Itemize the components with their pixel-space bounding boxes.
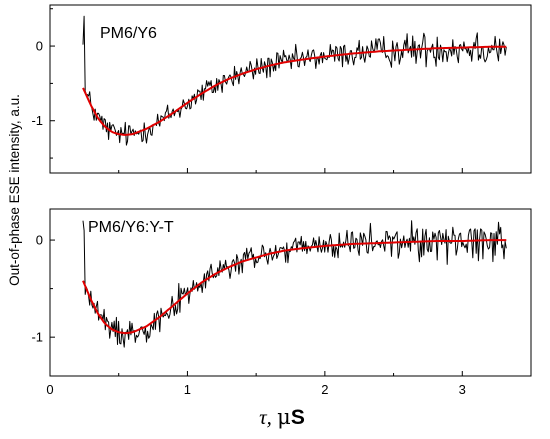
bottom-y-tick-label: -1 bbox=[31, 330, 43, 345]
top-panel-frame bbox=[49, 4, 532, 174]
bottom-panel-label: PM6/Y6:Y-T bbox=[88, 219, 174, 236]
x-tick-label: 1 bbox=[184, 382, 191, 397]
bottom-fit-curve bbox=[82, 239, 507, 335]
axis-ticks: 0 -1 0 -1 0 1 2 3 bbox=[31, 8, 532, 397]
bottom-panel-frame bbox=[49, 208, 532, 377]
top-panel-plot-area bbox=[82, 15, 507, 146]
bottom-data-trace bbox=[82, 220, 507, 348]
bottom-y-tick-label: 0 bbox=[36, 233, 43, 248]
x-axis-title: τ, μS bbox=[259, 405, 305, 429]
x-tick-label: 3 bbox=[459, 382, 466, 397]
bottom-panel-plot-area bbox=[82, 220, 507, 348]
x-axis-title-unit: S bbox=[291, 406, 305, 429]
y-axis-title: Out-of-phase ESE intensity, a.u. bbox=[7, 94, 22, 286]
top-y-tick-label: 0 bbox=[36, 39, 43, 54]
x-axis-title-symbol: τ, bbox=[259, 405, 272, 429]
x-tick-label: 2 bbox=[321, 382, 328, 397]
x-tick-label: 0 bbox=[46, 382, 53, 397]
top-fit-curve bbox=[82, 45, 507, 136]
top-panel-label: PM6/Y6 bbox=[100, 25, 157, 42]
top-y-tick-label: -1 bbox=[31, 113, 43, 128]
x-axis-title-unit-prefix: μ bbox=[277, 405, 291, 429]
